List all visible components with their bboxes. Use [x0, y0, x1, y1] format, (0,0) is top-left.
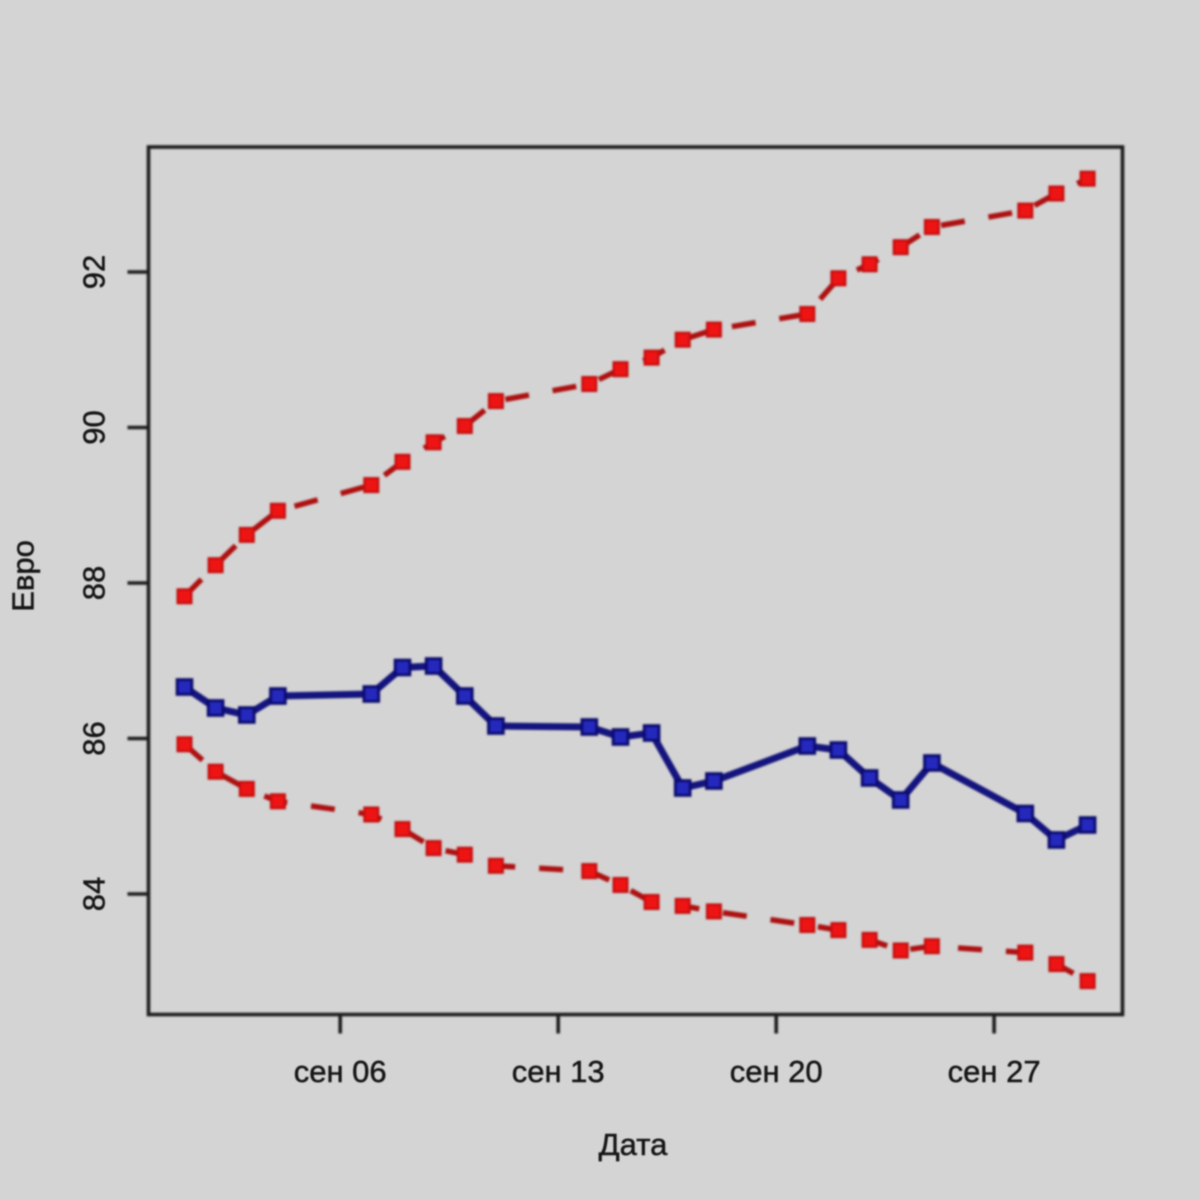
svg-text:сен 20: сен 20 — [730, 1054, 823, 1089]
svg-text:92: 92 — [77, 255, 112, 289]
svg-text:сен 27: сен 27 — [948, 1054, 1041, 1089]
svg-text:Евро: Евро — [6, 540, 41, 612]
svg-text:сен 06: сен 06 — [294, 1054, 387, 1089]
svg-text:86: 86 — [77, 721, 112, 755]
svg-text:84: 84 — [77, 877, 112, 911]
svg-text:Дата: Дата — [599, 1127, 668, 1162]
svg-text:сен 13: сен 13 — [512, 1054, 605, 1089]
svg-text:88: 88 — [77, 566, 112, 600]
svg-text:90: 90 — [77, 410, 112, 444]
